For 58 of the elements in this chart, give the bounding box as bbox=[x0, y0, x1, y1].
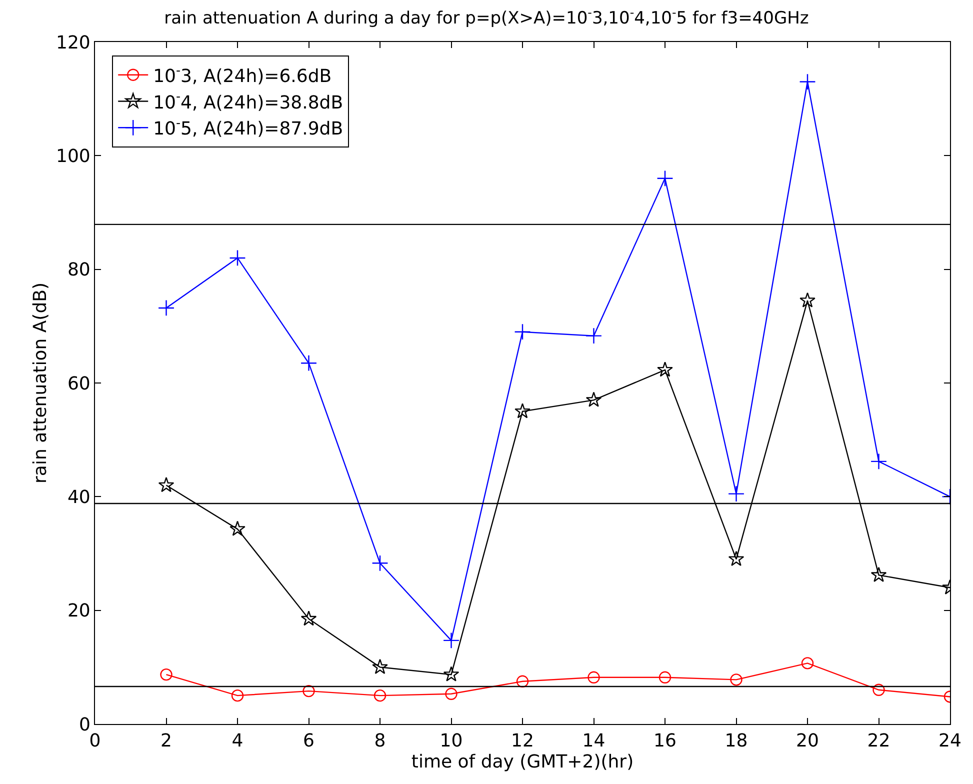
point bbox=[231, 689, 244, 702]
x-tick-label: 2 bbox=[160, 730, 172, 752]
x-tick-label: 6 bbox=[303, 730, 314, 752]
point bbox=[372, 658, 388, 674]
point bbox=[799, 73, 816, 90]
point bbox=[585, 328, 602, 344]
point bbox=[160, 668, 172, 681]
point bbox=[516, 675, 529, 688]
y-tick-label: 120 bbox=[56, 32, 90, 54]
point bbox=[870, 453, 888, 470]
point bbox=[374, 689, 386, 702]
point bbox=[158, 477, 174, 492]
x-tick-label: 20 bbox=[796, 730, 819, 752]
point bbox=[657, 362, 673, 377]
point bbox=[372, 554, 388, 572]
point bbox=[514, 324, 531, 340]
point bbox=[300, 610, 317, 626]
x-tick-label: 10 bbox=[440, 730, 463, 752]
y-tick-label: 20 bbox=[67, 600, 90, 622]
y-tick-label: 100 bbox=[56, 146, 90, 167]
point bbox=[870, 566, 887, 582]
y-tick-label: 40 bbox=[67, 486, 90, 508]
point bbox=[656, 170, 674, 187]
point bbox=[514, 403, 530, 418]
x-tick-label: 22 bbox=[867, 730, 890, 752]
x-tick-label: 24 bbox=[938, 730, 962, 752]
legend-label: 10$^{-}$3, A(24h)=6.6dB bbox=[153, 62, 332, 87]
point bbox=[800, 292, 816, 308]
point bbox=[728, 486, 745, 502]
y-tick-label: 60 bbox=[67, 373, 90, 394]
legend-label: 10$^{-}$5, A(24h)=87.9dB bbox=[153, 115, 344, 140]
y-axis-title: rain attenuation A(dB) bbox=[30, 282, 52, 484]
point bbox=[730, 674, 742, 686]
point bbox=[872, 684, 885, 696]
point bbox=[728, 550, 744, 566]
y-tick-label: 0 bbox=[78, 714, 90, 736]
x-tick-label: 16 bbox=[654, 730, 676, 752]
point bbox=[586, 392, 602, 407]
point bbox=[230, 520, 246, 536]
x-tick-label: 4 bbox=[232, 730, 244, 752]
x-tick-label: 8 bbox=[374, 730, 386, 752]
chart-title: rain attenuation A during a day for p=p(X>A)=10$^{-}$3,10$^{-}$4,10$^{-}$5 for f3=40GHz bbox=[164, 6, 809, 29]
legend-label: 10$^{-}$4, A(24h)=38.8dB bbox=[153, 88, 344, 114]
point bbox=[300, 354, 318, 372]
x-axis-title: time of day (GMT+2)(hr) bbox=[411, 752, 634, 773]
point bbox=[588, 671, 600, 684]
x-tick-label: 18 bbox=[724, 730, 748, 752]
point bbox=[158, 300, 175, 316]
point bbox=[443, 666, 460, 682]
point bbox=[302, 684, 315, 698]
y-tick-label: 80 bbox=[67, 260, 90, 281]
point bbox=[442, 632, 460, 649]
point bbox=[801, 657, 814, 670]
point bbox=[229, 250, 246, 266]
point bbox=[445, 688, 458, 700]
point bbox=[658, 671, 672, 684]
x-tick-label: 12 bbox=[511, 730, 534, 752]
x-tick-label: 14 bbox=[582, 730, 606, 752]
